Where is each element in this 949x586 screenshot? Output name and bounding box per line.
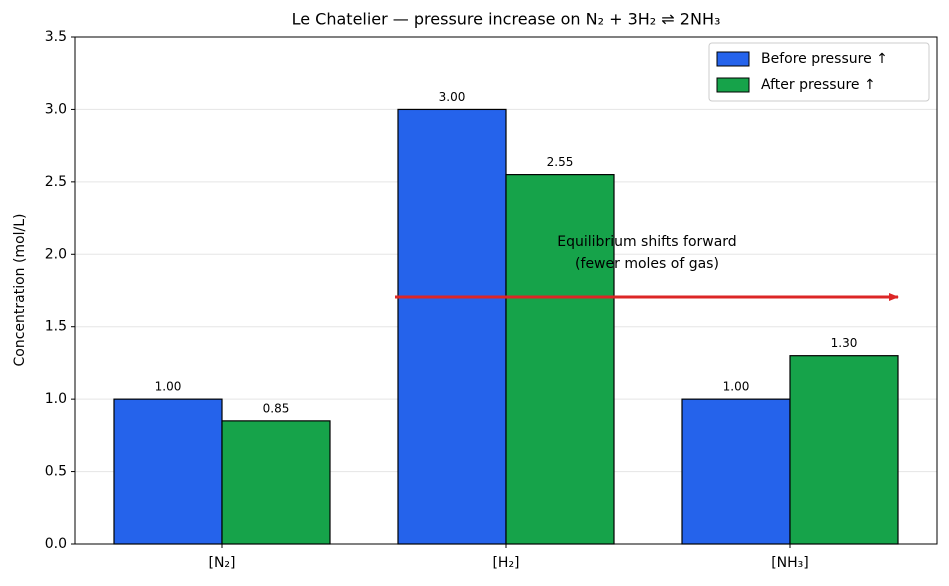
x-tick-label: [H₂] [492, 555, 519, 571]
y-tick-label: 0.0 [45, 536, 67, 552]
y-tick-label: 3.5 [45, 29, 67, 45]
value-label: 3.00 [439, 90, 466, 104]
y-axis-label: Concentration (mol/L) [12, 213, 28, 366]
legend-label: After pressure ↑ [761, 77, 876, 93]
legend-box [708, 42, 930, 102]
legend-swatch [716, 51, 750, 67]
value-label: 2.55 [547, 155, 574, 169]
bar [397, 108, 507, 545]
value-label: 1.30 [831, 336, 858, 350]
x-tick-label: [NH₃] [771, 555, 809, 571]
value-label: 0.85 [263, 401, 290, 415]
y-tick-label: 1.5 [45, 319, 67, 335]
bar [113, 398, 223, 545]
y-tick-label: 1.0 [45, 391, 67, 407]
annotation: (fewer moles of gas) [575, 256, 719, 272]
bar [221, 420, 331, 545]
bar [789, 355, 899, 545]
legend-label: Before pressure ↑ [761, 51, 888, 67]
y-tick-label: 0.5 [45, 464, 67, 480]
value-label: 1.00 [723, 380, 750, 394]
value-label: 1.00 [155, 380, 182, 394]
bar [505, 174, 615, 545]
legend-swatch [716, 77, 750, 93]
y-tick-label: 2.5 [45, 174, 67, 190]
bar [681, 398, 791, 545]
y-tick-label: 2.0 [45, 246, 67, 262]
y-tick-label: 3.0 [45, 101, 67, 117]
chart-title: Le Chatelier — pressure increase on N₂ +… [292, 10, 721, 29]
x-tick-label: [N₂] [208, 555, 235, 571]
annotation: Equilibrium shifts forward [557, 234, 736, 250]
